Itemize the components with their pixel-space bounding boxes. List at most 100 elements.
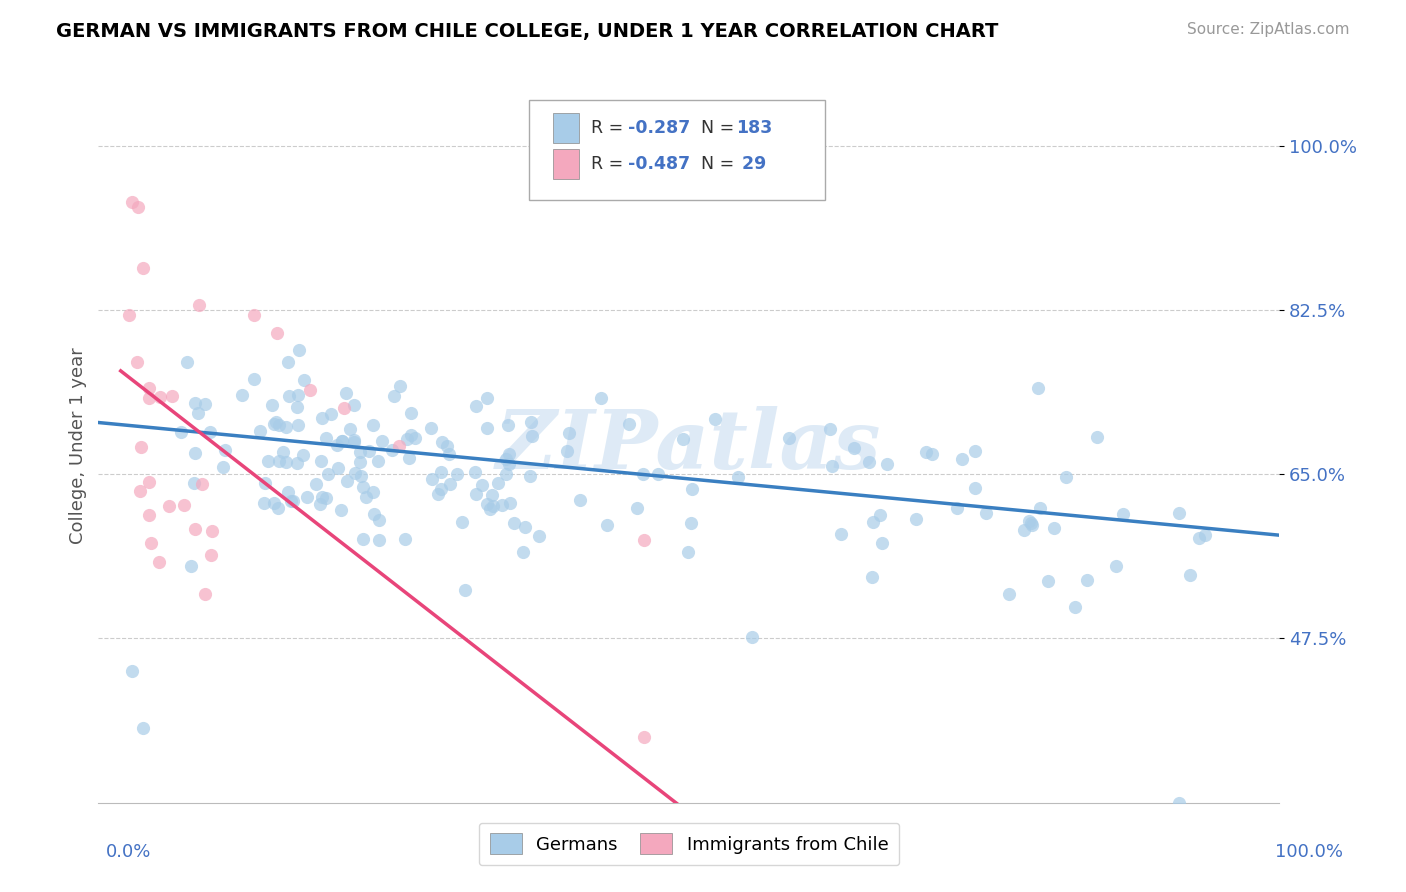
Point [519, 469, 541, 483]
Point [260, 398, 283, 412]
Text: Source: ZipAtlas.com: Source: ZipAtlas.com [1187, 22, 1350, 37]
Point [464, 486, 486, 500]
Point [292, 448, 315, 462]
Point [214, 442, 236, 457]
Point [437, 447, 460, 461]
Point [267, 453, 290, 467]
Point [631, 467, 654, 481]
Point [253, 496, 276, 510]
Point [349, 455, 371, 469]
Point [965, 481, 987, 495]
Point [454, 582, 477, 597]
Text: R =: R = [591, 155, 628, 173]
Y-axis label: College, Under 1 year: College, Under 1 year [69, 348, 87, 544]
Point [311, 454, 333, 468]
Point [1194, 528, 1216, 542]
Point [398, 451, 420, 466]
Point [183, 522, 205, 536]
Point [818, 422, 841, 436]
Point [287, 343, 309, 357]
Point [519, 415, 541, 429]
Point [477, 391, 499, 405]
Point [129, 440, 152, 454]
Point [343, 434, 366, 449]
Point [555, 444, 578, 458]
Point [332, 401, 354, 416]
Point [263, 417, 285, 431]
Point [1188, 532, 1211, 546]
Point [187, 406, 209, 420]
Text: GERMAN VS IMMIGRANTS FROM CHILE COLLEGE, UNDER 1 YEAR CORRELATION CHART: GERMAN VS IMMIGRANTS FROM CHILE COLLEGE,… [56, 22, 998, 41]
Point [367, 453, 389, 467]
Point [495, 452, 517, 467]
Point [394, 532, 416, 546]
Point [311, 411, 333, 425]
Point [869, 508, 891, 522]
Point [264, 415, 287, 429]
Point [212, 460, 235, 475]
Point [974, 506, 997, 520]
Point [502, 516, 524, 531]
Text: -0.287: -0.287 [627, 120, 690, 137]
Point [305, 476, 328, 491]
Point [280, 494, 302, 508]
Legend: Germans, Immigrants from Chile: Germans, Immigrants from Chile [478, 822, 900, 865]
Point [138, 381, 160, 395]
Point [963, 444, 986, 458]
Point [862, 515, 884, 529]
Point [569, 492, 592, 507]
Point [200, 548, 222, 562]
Point [1168, 796, 1191, 810]
Point [148, 555, 170, 569]
Point [249, 424, 271, 438]
Text: 0.0%: 0.0% [105, 843, 150, 861]
Point [477, 498, 499, 512]
Point [266, 326, 288, 341]
Point [173, 498, 195, 512]
Point [626, 500, 648, 515]
Point [281, 494, 304, 508]
Point [256, 453, 278, 467]
Point [860, 570, 883, 584]
Point [820, 458, 842, 473]
Bar [553, 113, 579, 144]
Point [420, 472, 443, 486]
Point [946, 500, 969, 515]
Point [870, 535, 893, 549]
Point [617, 417, 640, 431]
Point [950, 451, 973, 466]
Point [498, 447, 520, 461]
Point [482, 499, 505, 513]
Point [778, 431, 800, 445]
Point [704, 411, 727, 425]
Point [231, 388, 253, 402]
Point [191, 477, 214, 491]
Point [127, 200, 149, 214]
Point [187, 298, 209, 312]
Point [430, 434, 453, 449]
Point [1026, 381, 1049, 395]
Point [359, 443, 381, 458]
Point [329, 503, 352, 517]
Point [243, 372, 266, 386]
Text: -0.487: -0.487 [627, 155, 690, 173]
Point [678, 545, 700, 559]
Point [194, 397, 217, 411]
Point [633, 533, 655, 547]
Point [465, 399, 488, 413]
Point [253, 475, 276, 490]
Point [149, 390, 172, 404]
Point [132, 721, 155, 735]
Point [311, 490, 333, 504]
Point [671, 432, 693, 446]
Point [1063, 599, 1085, 614]
Point [446, 467, 468, 482]
Text: N =: N = [700, 155, 740, 173]
Point [299, 383, 322, 397]
Point [513, 520, 536, 534]
Point [184, 396, 207, 410]
Point [343, 398, 366, 412]
Point [858, 455, 880, 469]
Point [404, 431, 426, 445]
Point [1105, 559, 1128, 574]
